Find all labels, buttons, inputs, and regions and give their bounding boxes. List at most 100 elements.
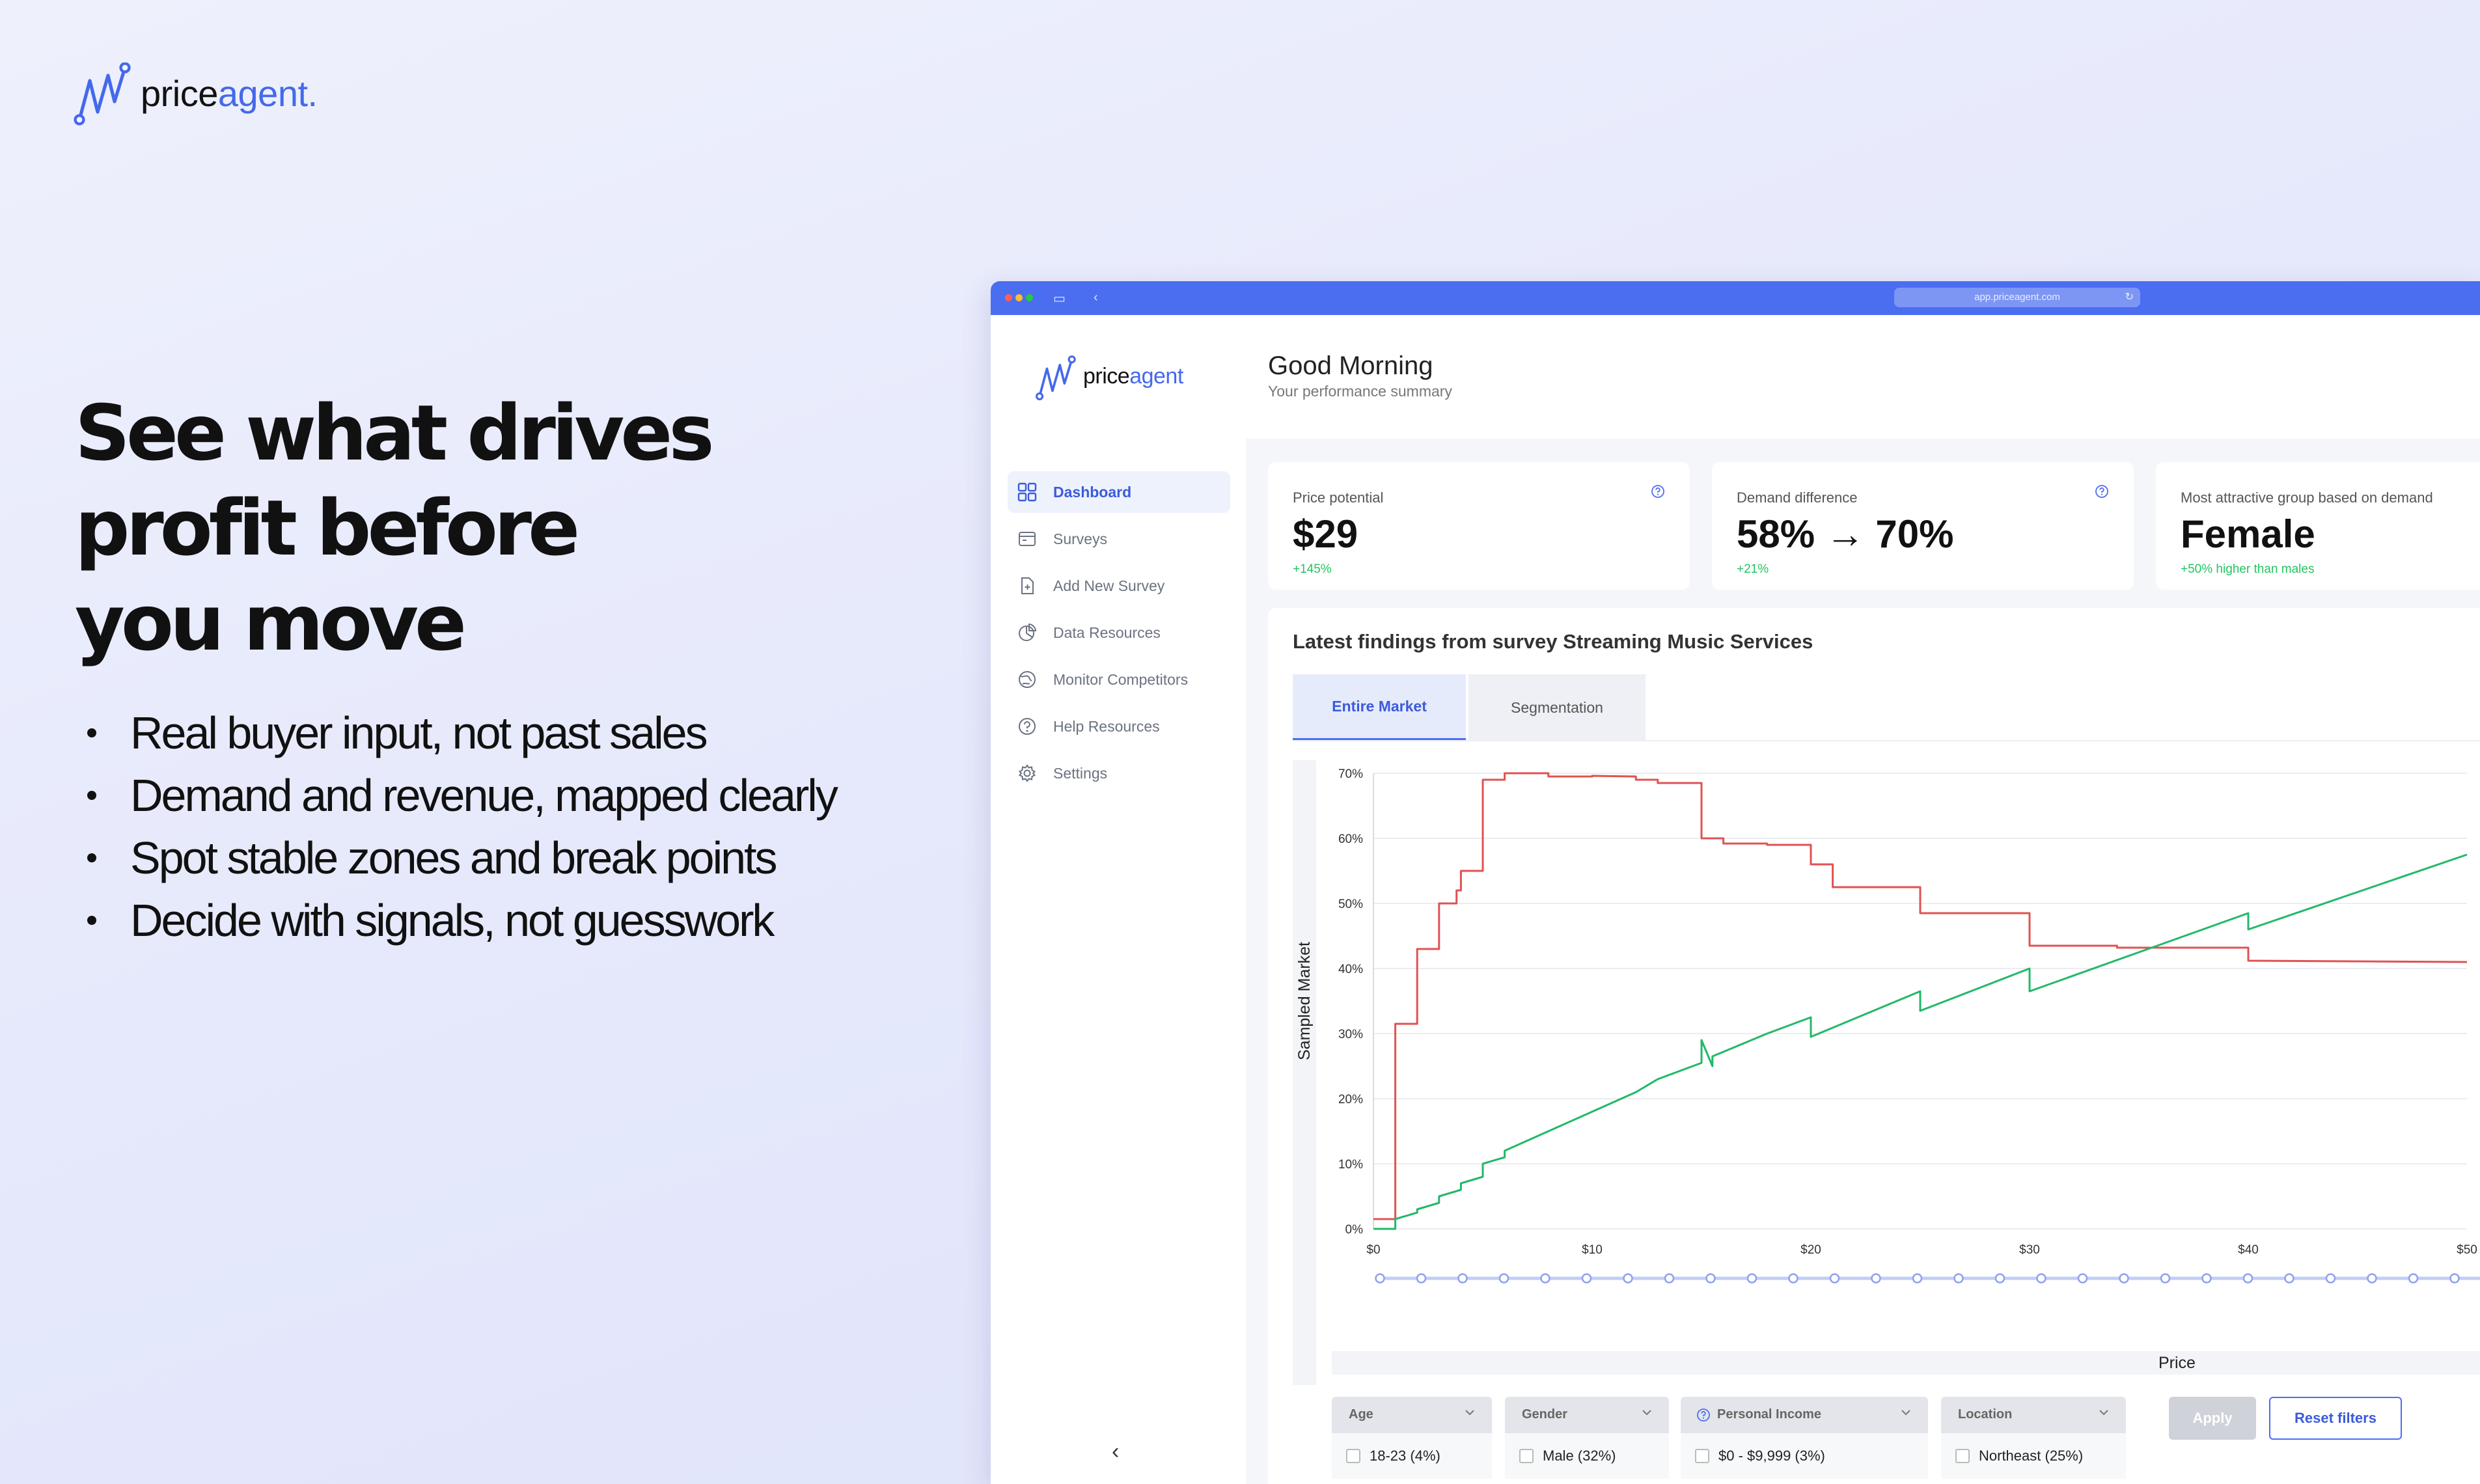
- help-icon[interactable]: [1696, 1408, 1711, 1422]
- minimize-window-button[interactable]: [1015, 294, 1023, 301]
- sidebar-item-label: Settings: [1053, 764, 1108, 782]
- range-slider-handle[interactable]: [2449, 1273, 2460, 1284]
- reset-filters-button[interactable]: Reset filters: [2269, 1397, 2402, 1440]
- range-slider-handle[interactable]: [2325, 1273, 2336, 1284]
- close-window-button[interactable]: [1005, 294, 1012, 301]
- chart-line-logo-icon: [74, 62, 131, 126]
- kpi-value: Female: [2181, 512, 2315, 556]
- checkbox[interactable]: [1955, 1449, 1970, 1463]
- x-tick-label: $10: [1582, 1243, 1603, 1257]
- tab-divider: [1293, 740, 2480, 741]
- checkbox[interactable]: [1346, 1449, 1360, 1463]
- range-slider-handle[interactable]: [1457, 1273, 1468, 1284]
- range-slider-handle[interactable]: [1871, 1273, 1881, 1284]
- feature-item: Demand and revenue, mapped clearly: [78, 764, 838, 827]
- collapse-sidebar-button[interactable]: ‹: [1112, 1439, 1120, 1464]
- filter-option[interactable]: Male (32%): [1505, 1433, 1669, 1479]
- app-brand-logo[interactable]: priceagent: [1035, 355, 1183, 402]
- kpi-change: +145%: [1293, 562, 1332, 576]
- range-slider-handle[interactable]: [2367, 1273, 2377, 1284]
- x-axis-title-bar: [1332, 1351, 2480, 1375]
- maximize-window-button[interactable]: [1026, 294, 1033, 301]
- range-slider-handle[interactable]: [2077, 1273, 2088, 1284]
- range-slider-handle[interactable]: [1829, 1273, 1840, 1284]
- range-slider-handle[interactable]: [1994, 1273, 2005, 1284]
- series-line-green: [1373, 853, 2468, 1230]
- panel-title: Latest findings from survey Streaming Mu…: [1293, 630, 1813, 653]
- y-tick-label: 70%: [1338, 767, 1363, 781]
- reload-icon[interactable]: ↻: [2125, 292, 2134, 303]
- range-slider-handle[interactable]: [2160, 1273, 2171, 1284]
- range-slider-handle[interactable]: [2242, 1273, 2253, 1284]
- sidebar-item-add-new-survey[interactable]: Add New Survey: [1008, 565, 1230, 607]
- checkbox[interactable]: [1519, 1449, 1534, 1463]
- tab-entire-market[interactable]: Entire Market: [1293, 674, 1466, 741]
- checkbox[interactable]: [1695, 1449, 1709, 1463]
- back-arrow-icon[interactable]: ‹: [1094, 290, 1098, 305]
- main-content: Good Morning Your performance summary Pr…: [1246, 315, 2480, 1484]
- sidebar-item-label: Monitor Competitors: [1053, 670, 1189, 688]
- x-tick-label: $0: [1366, 1243, 1380, 1257]
- range-slider-handle[interactable]: [2201, 1273, 2212, 1284]
- range-slider-handle[interactable]: [1581, 1273, 1592, 1284]
- x-tick-label: $20: [1800, 1243, 1821, 1257]
- sidebar-item-data-resources[interactable]: Data Resources: [1008, 612, 1230, 653]
- sidebar-item-dashboard[interactable]: Dashboard: [1008, 471, 1230, 513]
- help-icon[interactable]: [2095, 484, 2109, 499]
- apply-button[interactable]: Apply: [2169, 1397, 2256, 1440]
- kpi-change: +21%: [1737, 562, 1769, 576]
- range-slider-handle[interactable]: [1912, 1273, 1923, 1284]
- filter-option[interactable]: Northeast (25%): [1941, 1433, 2126, 1479]
- range-slider-handle[interactable]: [1788, 1273, 1798, 1284]
- filter-age-dropdown[interactable]: Age: [1332, 1397, 1492, 1433]
- bullet-dot: [87, 791, 96, 800]
- range-slider-handle[interactable]: [1623, 1273, 1633, 1284]
- range-slider-handle[interactable]: [1540, 1273, 1550, 1284]
- y-tick-label: 50%: [1338, 898, 1363, 911]
- x-tick-label: $40: [2238, 1243, 2259, 1257]
- tab-segmentation[interactable]: Segmentation: [1468, 674, 1646, 741]
- sidebar-toggle-icon[interactable]: ▭: [1053, 292, 1066, 306]
- kpi-value: $29: [1293, 512, 1358, 556]
- range-slider-handle[interactable]: [1375, 1273, 1385, 1284]
- sidebar-item-label: Add New Survey: [1053, 577, 1165, 594]
- y-tick-label: 30%: [1338, 1028, 1363, 1041]
- headline-line: profit before: [75, 483, 580, 573]
- range-slider-handle[interactable]: [1664, 1273, 1675, 1284]
- filter-gender-dropdown[interactable]: Gender: [1505, 1397, 1669, 1433]
- range-slider-handle[interactable]: [1705, 1273, 1716, 1284]
- range-slider-handle[interactable]: [2036, 1273, 2046, 1284]
- y-axis-title-bar: [1293, 760, 1316, 1385]
- help-icon[interactable]: [1651, 484, 1665, 499]
- filter-option[interactable]: $0 - $9,999 (3%): [1681, 1433, 1928, 1479]
- filter-income-dropdown[interactable]: Personal Income: [1681, 1397, 1928, 1433]
- filter-option[interactable]: 18-23 (4%): [1332, 1433, 1492, 1479]
- sidebar-item-help-resources[interactable]: Help Resources: [1008, 706, 1230, 747]
- findings-panel: Latest findings from survey Streaming Mu…: [1268, 608, 2480, 1484]
- url-bar[interactable]: app.priceagent.com ↻: [1894, 288, 2140, 307]
- range-slider-handle[interactable]: [1498, 1273, 1509, 1284]
- add-file-icon: [1017, 575, 1038, 596]
- greeting-title: Good Morning: [1268, 351, 1433, 380]
- range-slider-handle[interactable]: [1746, 1273, 1757, 1284]
- range-slider-handle[interactable]: [2284, 1273, 2294, 1284]
- range-slider-handle[interactable]: [2408, 1273, 2419, 1284]
- filter-location-dropdown[interactable]: Location: [1941, 1397, 2126, 1433]
- kpi-label: Price potential: [1293, 489, 1384, 506]
- range-slider-handle[interactable]: [1953, 1273, 1964, 1284]
- headline: See what drives profit before you move: [75, 385, 856, 670]
- y-tick-label: 60%: [1338, 832, 1363, 846]
- range-slider-handle[interactable]: [2119, 1273, 2129, 1284]
- app-window: ▭ ‹ app.priceagent.com ↻ priceagent Dash…: [991, 281, 2480, 1484]
- sidebar-item-monitor-competitors[interactable]: Monitor Competitors: [1008, 659, 1230, 700]
- range-slider-handle[interactable]: [1416, 1273, 1427, 1284]
- kpi-label: Demand difference: [1737, 489, 1858, 506]
- sidebar: priceagent Dashboard Surveys Add New Sur…: [991, 315, 1247, 1484]
- feature-item: Real buyer input, not past sales: [78, 702, 836, 764]
- sidebar-item-surveys[interactable]: Surveys: [1008, 518, 1230, 560]
- headline-line: See what drives: [75, 388, 715, 478]
- sidebar-item-label: Data Resources: [1053, 624, 1161, 641]
- dashboard-icon: [1017, 482, 1038, 502]
- y-axis-title: Sampled Market: [1295, 942, 1314, 1060]
- sidebar-item-settings[interactable]: Settings: [1008, 752, 1230, 794]
